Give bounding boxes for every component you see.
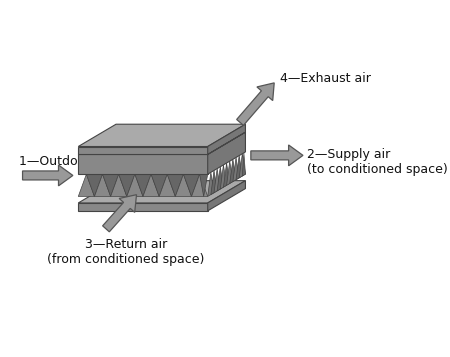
Polygon shape xyxy=(208,151,214,155)
Polygon shape xyxy=(227,140,233,143)
Polygon shape xyxy=(119,174,135,196)
Polygon shape xyxy=(111,174,127,196)
FancyArrow shape xyxy=(103,195,136,232)
Polygon shape xyxy=(214,169,220,193)
Polygon shape xyxy=(78,174,94,196)
Polygon shape xyxy=(239,154,245,178)
Polygon shape xyxy=(211,149,217,152)
Polygon shape xyxy=(233,136,239,140)
Polygon shape xyxy=(239,132,245,136)
Polygon shape xyxy=(217,145,224,149)
Polygon shape xyxy=(242,153,245,176)
Polygon shape xyxy=(208,172,214,196)
Polygon shape xyxy=(214,147,220,151)
Polygon shape xyxy=(208,181,245,211)
Polygon shape xyxy=(217,167,224,191)
Polygon shape xyxy=(78,146,208,155)
Polygon shape xyxy=(236,134,242,138)
Polygon shape xyxy=(176,174,192,196)
Polygon shape xyxy=(135,174,151,196)
Polygon shape xyxy=(208,124,245,155)
Polygon shape xyxy=(86,174,103,196)
Polygon shape xyxy=(230,159,236,183)
Polygon shape xyxy=(151,174,167,196)
Polygon shape xyxy=(227,161,233,185)
Polygon shape xyxy=(224,163,230,187)
FancyArrow shape xyxy=(22,165,73,186)
Polygon shape xyxy=(78,155,208,174)
Polygon shape xyxy=(78,203,208,211)
Text: 3—Return air
(from conditioned space): 3—Return air (from conditioned space) xyxy=(47,238,204,266)
FancyArrow shape xyxy=(237,83,274,125)
Polygon shape xyxy=(167,174,184,196)
Polygon shape xyxy=(78,132,245,155)
Polygon shape xyxy=(230,138,236,141)
Polygon shape xyxy=(200,174,208,196)
Polygon shape xyxy=(224,141,230,145)
Polygon shape xyxy=(78,124,245,146)
FancyArrow shape xyxy=(251,145,303,166)
Polygon shape xyxy=(143,174,159,196)
Polygon shape xyxy=(184,174,200,196)
Polygon shape xyxy=(236,156,242,180)
Text: 1—Outdoor air: 1—Outdoor air xyxy=(19,155,111,168)
Text: 2—Supply air
(to conditioned space): 2—Supply air (to conditioned space) xyxy=(306,148,447,176)
Polygon shape xyxy=(192,174,208,196)
Polygon shape xyxy=(78,181,245,203)
Polygon shape xyxy=(127,174,143,196)
Polygon shape xyxy=(242,132,245,134)
Text: 4—Exhaust air: 4—Exhaust air xyxy=(279,72,370,85)
Polygon shape xyxy=(159,174,176,196)
Polygon shape xyxy=(220,143,227,147)
Polygon shape xyxy=(94,174,111,196)
Polygon shape xyxy=(103,174,119,196)
Polygon shape xyxy=(233,157,239,182)
Polygon shape xyxy=(220,165,227,189)
Polygon shape xyxy=(211,171,217,195)
Polygon shape xyxy=(208,132,245,174)
